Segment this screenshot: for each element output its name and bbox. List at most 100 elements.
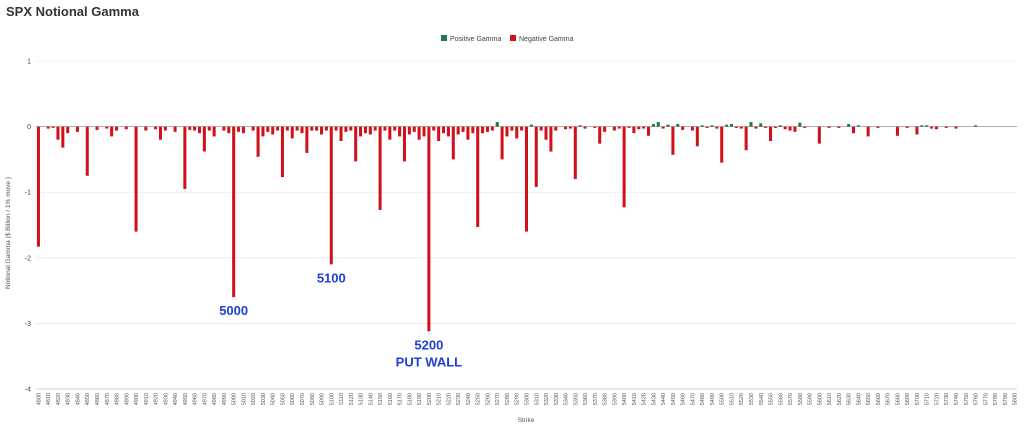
x-tick-label: 5220 <box>446 393 452 405</box>
bar-negative <box>393 126 397 131</box>
x-tick-label: 5440 <box>661 393 667 405</box>
x-tick-label: 5650 <box>866 393 872 405</box>
bar-negative <box>427 126 431 332</box>
bar-negative <box>866 126 870 137</box>
x-tick-label: 5230 <box>456 393 462 405</box>
bar-negative <box>905 126 909 128</box>
bar-negative <box>690 126 694 131</box>
bar-negative <box>739 126 743 129</box>
bar-negative <box>510 126 514 131</box>
x-tick-label: 5670 <box>886 393 892 405</box>
x-tick-label: 4820 <box>56 393 62 405</box>
bar-negative <box>554 126 558 131</box>
bar-negative <box>549 126 553 152</box>
bar-negative <box>388 126 392 140</box>
x-tick-label: 5520 <box>739 393 745 405</box>
bar-negative <box>378 126 382 210</box>
bar-negative <box>300 126 304 134</box>
bar-negative <box>158 126 162 140</box>
x-tick-label: 5400 <box>622 393 628 405</box>
x-tick-label: 5700 <box>915 393 921 405</box>
bar-negative <box>481 126 485 134</box>
bar-positive <box>778 125 782 127</box>
x-tick-label: 5100 <box>329 393 335 405</box>
bar-negative <box>603 126 607 132</box>
annotation-label: 5100 <box>317 270 346 285</box>
bar-negative <box>305 126 309 153</box>
x-tick-label: 5550 <box>769 393 775 405</box>
x-axis-label: Strike <box>518 417 535 424</box>
annotation-label: 5000 <box>219 303 248 318</box>
x-tick-label: 5760 <box>974 393 980 405</box>
bar-positive <box>529 124 533 127</box>
bar-positive <box>759 123 763 127</box>
bar-negative <box>334 126 338 131</box>
x-tick-label: 4870 <box>105 393 111 405</box>
x-tick-label: 5020 <box>251 393 257 405</box>
y-tick-label: 1 <box>27 59 31 66</box>
bar-negative <box>564 126 568 130</box>
x-tick-label: 5000 <box>232 393 238 405</box>
bar-positive <box>925 125 929 127</box>
x-tick-label: 5720 <box>934 393 940 405</box>
x-tick-label: 5380 <box>603 393 609 405</box>
bar-negative <box>207 126 211 131</box>
bar-negative <box>695 126 699 147</box>
bar-negative <box>66 126 70 134</box>
x-tick-label: 5320 <box>544 393 550 405</box>
bar-positive <box>856 125 860 127</box>
x-tick-label: 4890 <box>124 393 130 405</box>
annotation-label: PUT WALL <box>396 354 462 369</box>
bar-negative <box>505 126 509 137</box>
x-tick-label: 5330 <box>554 393 560 405</box>
bar-negative <box>212 126 216 137</box>
bar-negative <box>827 126 831 128</box>
bar-negative <box>734 126 738 128</box>
bar-negative <box>188 126 192 130</box>
x-tick-label: 5540 <box>759 393 765 405</box>
y-tick-label: -3 <box>25 321 31 328</box>
bar-negative <box>895 126 899 136</box>
bar-negative <box>276 126 280 131</box>
bar-negative <box>295 126 299 131</box>
bar-negative <box>715 126 719 129</box>
bar-negative <box>534 126 538 187</box>
x-tick-label: 5080 <box>310 393 316 405</box>
x-tick-label: 4940 <box>173 393 179 405</box>
bar-negative <box>754 126 758 129</box>
bar-positive <box>798 122 802 127</box>
annotation-label: 5200 <box>414 337 443 352</box>
x-tick-label: 4830 <box>66 393 72 405</box>
x-tick-label: 5110 <box>339 393 345 405</box>
bar-negative <box>876 126 880 128</box>
bar-negative <box>163 126 167 131</box>
bars <box>36 122 978 332</box>
x-axis-ticks: 4800 4810 4820 4830 4840 4850 4860 4870 4880 4890… <box>36 388 1019 405</box>
legend-swatch-positive <box>441 35 447 41</box>
x-tick-label: 5210 <box>437 393 443 405</box>
bar-negative <box>56 126 60 140</box>
bar-negative <box>339 126 343 142</box>
x-tick-label: 5190 <box>417 393 423 405</box>
bar-negative <box>251 126 255 131</box>
bar-negative <box>573 126 577 180</box>
bar-negative <box>661 126 665 129</box>
annotations: 5000 5100 5200 PUT WALL <box>219 270 462 369</box>
bar-negative <box>622 126 626 208</box>
x-tick-label: 5260 <box>485 393 491 405</box>
bar-negative <box>437 126 441 142</box>
bar-negative <box>285 126 289 131</box>
bar-negative <box>837 126 841 128</box>
bar-positive <box>847 123 851 127</box>
x-tick-label: 4810 <box>46 393 52 405</box>
bar-positive <box>495 122 499 127</box>
y-axis-label: Notional Gamma ($ Billion / 1% move ) <box>5 177 12 289</box>
bar-negative <box>515 126 519 139</box>
x-tick-label: 4840 <box>75 393 81 405</box>
bar-negative <box>134 126 138 232</box>
x-tick-label: 5500 <box>720 393 726 405</box>
x-tick-label: 5300 <box>525 393 531 405</box>
bar-negative <box>671 126 675 155</box>
bar-negative <box>593 126 597 128</box>
